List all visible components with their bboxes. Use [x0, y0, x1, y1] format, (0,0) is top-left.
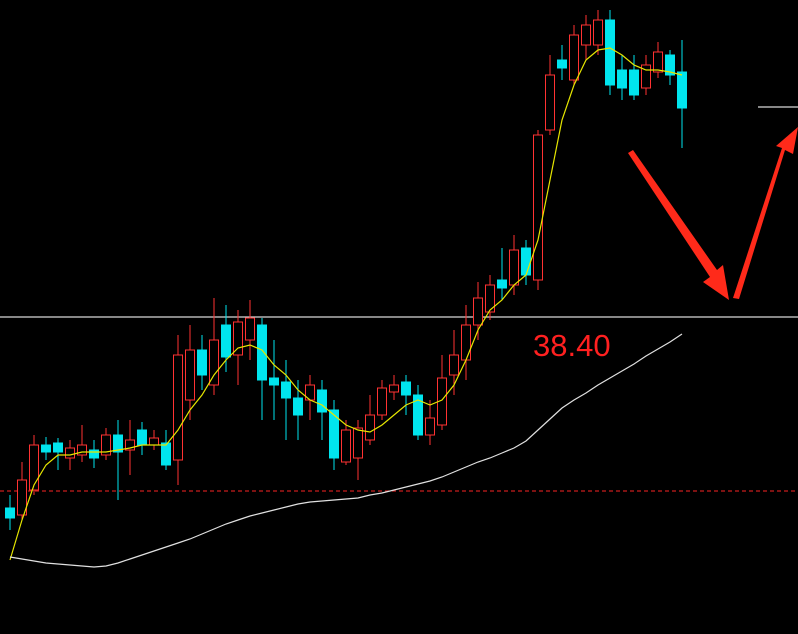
- candle-body: [269, 377, 279, 386]
- candle-body: [365, 414, 375, 441]
- candle-body: [461, 324, 471, 361]
- candle-body: [41, 444, 51, 453]
- candle-body: [53, 442, 63, 453]
- candle-body: [197, 349, 207, 376]
- candle-body: [545, 74, 555, 131]
- candle-body: [5, 507, 15, 519]
- candle-body: [29, 444, 39, 491]
- candle-body: [137, 429, 147, 446]
- candle-body: [257, 324, 267, 381]
- candle-body: [161, 442, 171, 466]
- candle-body: [521, 247, 531, 276]
- candle-body: [641, 64, 651, 89]
- candle-body: [653, 51, 663, 73]
- candle-body: [125, 439, 135, 451]
- candle-body: [665, 54, 675, 76]
- candle-body: [353, 427, 363, 459]
- candle-body: [77, 444, 87, 456]
- candle-body: [113, 434, 123, 453]
- candle-body: [185, 349, 195, 401]
- candle-body: [497, 279, 507, 289]
- plot: 38.40: [0, 10, 798, 568]
- candle-body: [341, 429, 351, 463]
- candle-body: [413, 394, 423, 436]
- candle-body: [89, 449, 99, 459]
- candle-body: [329, 409, 339, 459]
- candle-body: [509, 249, 519, 286]
- candle-body: [221, 324, 231, 358]
- candle-body: [425, 417, 435, 436]
- candle-body: [557, 59, 567, 69]
- candle-body: [473, 297, 483, 326]
- ma-line: [9, 333, 683, 568]
- candle-body: [401, 381, 411, 396]
- candle-body: [617, 69, 627, 89]
- candle-body: [65, 447, 75, 459]
- candle-body: [233, 321, 243, 356]
- candle-body: [317, 389, 327, 413]
- candle-body: [677, 71, 687, 109]
- arrow-down: [628, 150, 729, 300]
- candle-body: [281, 381, 291, 399]
- arrow-up: [733, 127, 798, 299]
- candle-body: [209, 339, 219, 386]
- candle-body: [449, 354, 459, 376]
- ma-line: [9, 47, 683, 561]
- candle-body: [293, 397, 303, 416]
- candle-body: [593, 19, 603, 46]
- candle-body: [605, 19, 615, 86]
- candle-body: [17, 479, 27, 516]
- candle-body: [581, 24, 591, 46]
- candle-body: [173, 354, 183, 461]
- red-arrows: [628, 127, 798, 300]
- candle-body: [629, 69, 639, 96]
- level-label: 38.40: [533, 328, 611, 363]
- candle-body: [377, 387, 387, 416]
- candle-body: [533, 134, 543, 281]
- candle-body: [245, 317, 255, 341]
- candle-body: [569, 34, 579, 81]
- candle-body: [485, 284, 495, 313]
- candle-body: [389, 384, 399, 393]
- candle-body: [101, 434, 111, 456]
- candle-body: [149, 437, 159, 446]
